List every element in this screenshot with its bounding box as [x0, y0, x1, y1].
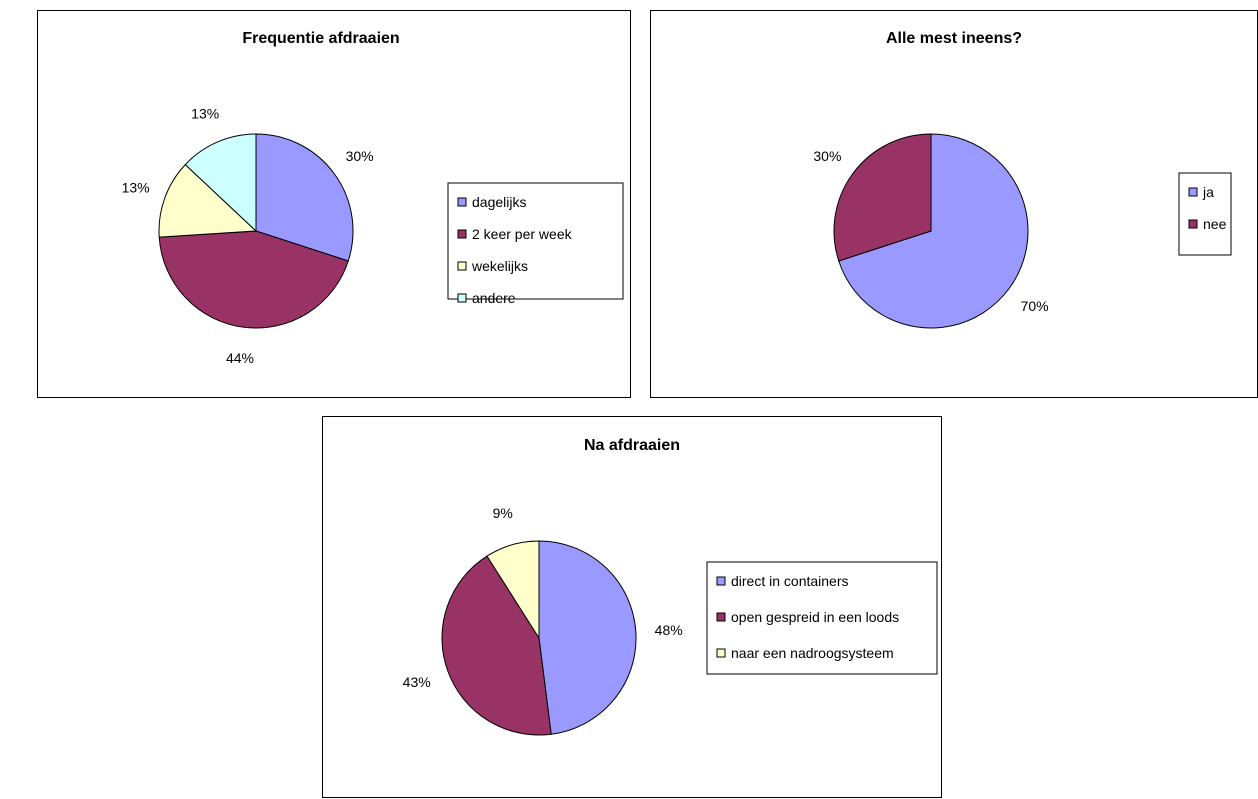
pie-slice-open-gespreid-in-een-loods: [441, 555, 552, 736]
slice-label-wekelijks: 13%: [122, 180, 150, 196]
legend-label-ja: ja: [1202, 184, 1214, 200]
slice-label-andere: 13%: [191, 106, 219, 122]
pie-slice-2-keer-per-week: [158, 230, 349, 329]
legend-box: [706, 561, 938, 675]
pie-chart-na-afdraaien: Na afdraaien 48% 43% 9% direct in containers…: [403, 437, 938, 736]
pie-slice-direct-in-containers: [538, 540, 637, 735]
legend-label-2-keer-per-week: 2 keer per week: [472, 226, 573, 242]
pie-slice-wekelijks: [158, 163, 258, 238]
pie-slice-ja: [838, 133, 1029, 329]
legend-label-direct-in-containers: direct in containers: [731, 573, 849, 589]
legend: ja nee: [1178, 172, 1232, 256]
pie-slice-dagelijks: [255, 133, 354, 262]
slice-label-dagelijks: 30%: [346, 148, 374, 164]
legend-label-nee: nee: [1203, 216, 1227, 232]
legend-label-naar-een-nadroogsysteem: naar een nadroogsysteem: [731, 645, 894, 661]
chart-panel-frequentie: Frequentie afdraaien 30% 44% 13% 13% dagelijk…: [37, 10, 631, 398]
legend-swatch-2-keer-per-week: [457, 229, 467, 239]
legend-swatch-dagelijks: [457, 197, 467, 207]
legend-swatch-nee: [1188, 219, 1198, 229]
slice-label-nee: 30%: [813, 148, 841, 164]
slice-label-ja: 70%: [1021, 298, 1049, 314]
legend-swatch-andere: [457, 293, 467, 303]
chart-panel-na-afdraaien: Na afdraaien 48% 43% 9% direct in containers…: [322, 416, 942, 798]
legend-box: [447, 182, 624, 300]
chart-panel-alle-mest: Alle mest ineens? 70% 30% ja nee: [650, 10, 1258, 398]
legend-label-wekelijks: wekelijks: [471, 258, 528, 274]
legend: direct in containers open gespreid in een…: [706, 561, 938, 675]
pie-chart-frequentie: Frequentie afdraaien 30% 44% 13% 13% dagelijk…: [122, 30, 624, 366]
legend-label-andere: andere: [472, 290, 516, 306]
legend-box: [1178, 172, 1232, 256]
legend-swatch-direct-in-containers: [716, 576, 726, 586]
pie-chart-alle-mest: Alle mest ineens? 70% 30% ja nee: [813, 30, 1232, 329]
legend-swatch-open-gespreid-in-een-loods: [716, 612, 726, 622]
pie-slice-nee: [833, 133, 932, 262]
chart-title: Frequentie afdraaien: [242, 30, 399, 47]
legend: dagelijks 2 keer per week wekelijks andere: [447, 182, 624, 306]
chart-title: Na afdraaien: [584, 437, 680, 454]
slice-label-2-keer-per-week: 44%: [226, 350, 254, 366]
pie-slice-andere: [184, 133, 257, 233]
pie-slice-naar-een-nadroogsysteem: [486, 540, 540, 640]
legend-label-open-gespreid-in-een-loods: open gespreid in een loods: [731, 609, 899, 625]
legend-swatch-ja: [1188, 187, 1198, 197]
legend-swatch-wekelijks: [457, 261, 467, 271]
slice-label-naar-een-nadroogsysteem: 9%: [493, 505, 513, 521]
legend-label-dagelijks: dagelijks: [472, 194, 526, 210]
slice-label-open-gespreid-in-een-loods: 43%: [403, 674, 431, 690]
slice-label-direct-in-containers: 48%: [655, 622, 683, 638]
legend-swatch-naar-een-nadroogsysteem: [716, 648, 726, 658]
chart-title: Alle mest ineens?: [886, 30, 1022, 47]
